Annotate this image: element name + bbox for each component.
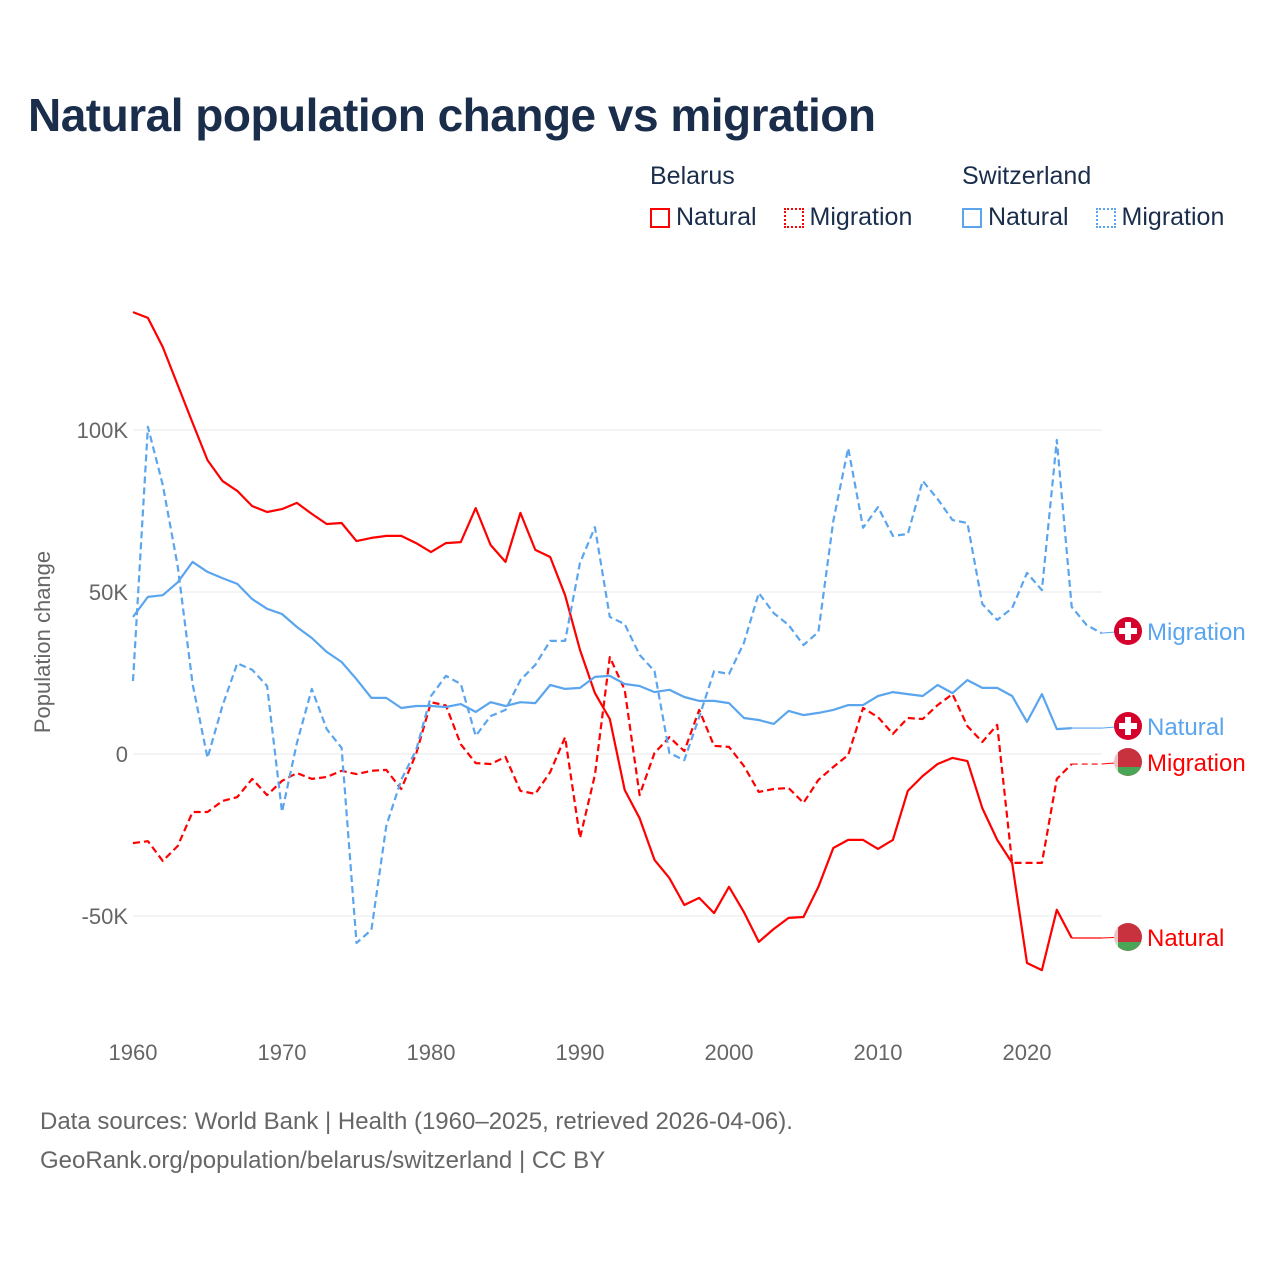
legend-group-title: Belarus <box>650 162 735 190</box>
legend-group-title: Switzerland <box>962 162 1092 190</box>
footer-link[interactable]: GeoRank.org/population/belarus/switzerla… <box>40 1147 606 1174</box>
y-tick-label: 0 <box>116 742 128 767</box>
legend-item-switzerland-natural[interactable]: Natural <box>962 203 1069 232</box>
legend-swatch-solid <box>962 207 982 228</box>
y-axis-label: Population change <box>30 551 55 733</box>
x-tick-label: 1970 <box>258 1040 307 1065</box>
flag-ornament <box>1114 752 1118 772</box>
series-line-belarus-migration <box>132 655 1073 865</box>
legend-item-belarus-natural[interactable]: Natural <box>650 203 757 232</box>
y-tick-label: -50K <box>82 904 129 929</box>
flag-stripe <box>1115 942 1141 951</box>
legend-belarus: Belarus Natural Migration <box>650 162 932 235</box>
legend-swatch-dotted <box>1095 207 1116 228</box>
legend-swatch-solid <box>650 207 670 228</box>
x-tick-label: 2000 <box>705 1040 754 1065</box>
x-tick-label: 2020 <box>1003 1040 1052 1065</box>
chart-title: Natural population change vs migration <box>28 89 876 141</box>
series-line-switzerland-natural <box>132 560 1072 731</box>
series-line-switzerland-migration <box>131 425 1103 945</box>
flag-stripe <box>1115 767 1141 776</box>
legend-item-belarus-migration[interactable]: Migration <box>783 203 913 232</box>
flag-cross <box>1119 628 1137 634</box>
legend-item-switzerland-migration[interactable]: Migration <box>1095 203 1225 232</box>
y-tick-label: 100K <box>77 418 129 443</box>
x-tick-label: 1980 <box>407 1040 456 1065</box>
series-line-belarus-natural <box>132 311 1073 972</box>
series-end-label: Migration <box>1147 750 1246 777</box>
flag-ornament <box>1114 927 1118 947</box>
series-end-label: Natural <box>1147 714 1224 741</box>
x-tick-label: 2010 <box>854 1040 903 1065</box>
flag-cross <box>1119 723 1137 729</box>
legend-label: Migration <box>1121 203 1225 231</box>
x-tick-label: 1960 <box>109 1040 158 1065</box>
footer-sources: Data sources: World Bank | Health (1960–… <box>40 1108 793 1135</box>
legend-label: Natural <box>676 203 757 231</box>
legend-label: Natural <box>988 203 1069 231</box>
series-end-label: Migration <box>1147 619 1246 646</box>
x-tick-label: 1990 <box>556 1040 605 1065</box>
legend-swatch-dotted <box>783 207 804 228</box>
legend-label: Migration <box>809 203 913 231</box>
legend-switzerland: Switzerland Natural Migration <box>962 162 1244 235</box>
y-tick-label: 50K <box>89 580 128 605</box>
series-end-label: Natural <box>1147 925 1224 952</box>
